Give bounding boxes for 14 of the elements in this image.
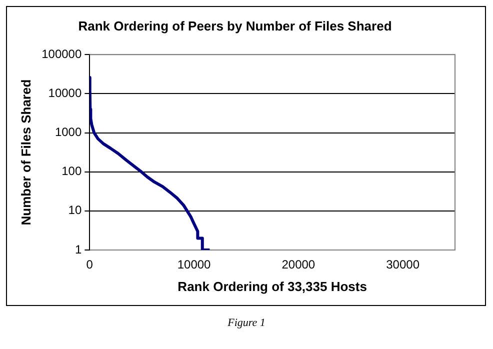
x-tick-label: 0	[86, 258, 94, 272]
x-tick-label: 30000	[386, 258, 420, 272]
y-tick-label: 100	[62, 164, 82, 178]
caption: Figure 1	[226, 317, 266, 329]
y-tick-label: 1000	[54, 125, 82, 140]
x-tick-label: 20000	[282, 258, 316, 272]
chart-title: Rank Ordering of Peers by Number of Files Shared	[78, 18, 392, 34]
y-axis-title: Number of Files Shared	[18, 79, 34, 226]
y-tick-label: 10000	[48, 86, 82, 100]
x-axis-title: Rank Ordering of 33,335 Hosts	[178, 278, 367, 294]
y-tick-label: 100000	[42, 46, 82, 61]
y-tick-label: 1	[74, 242, 82, 256]
y-tick-label: 10	[68, 203, 82, 218]
x-tick-label: 10000	[177, 258, 212, 272]
